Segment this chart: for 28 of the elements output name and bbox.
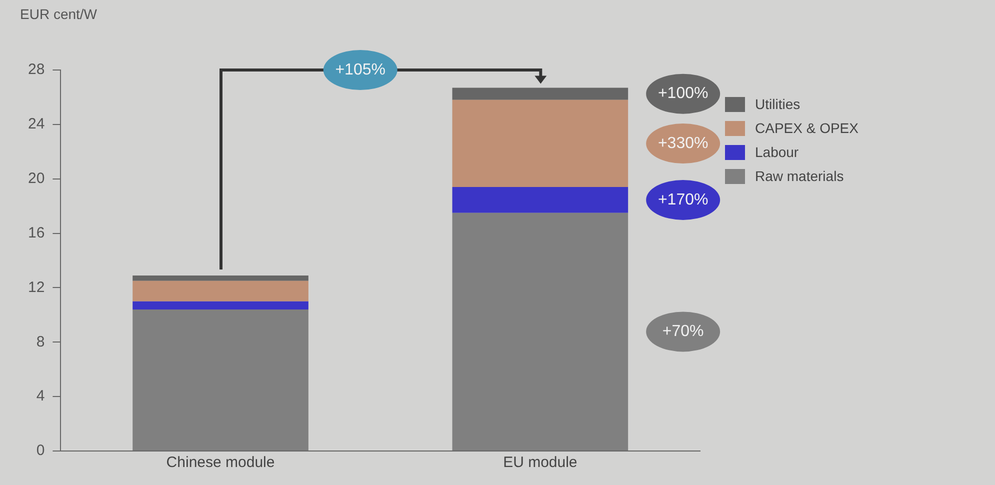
legend-label: CAPEX & OPEX	[755, 120, 858, 136]
bar	[132, 301, 308, 310]
y-tick-label: 20	[28, 170, 45, 187]
bar	[452, 100, 628, 188]
y-tick-label: 24	[28, 116, 45, 133]
y-tick-label: 12	[28, 278, 45, 296]
bar	[132, 275, 308, 281]
bar	[452, 212, 628, 450]
y-tick-label: 8	[36, 333, 45, 350]
annotation: +170%	[658, 191, 708, 208]
y-axis-title: EUR cent/W	[20, 6, 98, 22]
annotation: +70%	[662, 323, 704, 340]
bar	[452, 88, 628, 100]
x-tick-label: EU module	[503, 454, 578, 472]
annotation: +105%	[335, 61, 386, 78]
legend-label: Utilities	[755, 96, 800, 112]
y-tick-label: 28	[28, 61, 45, 78]
bar	[132, 280, 308, 302]
bar	[452, 187, 628, 213]
x-tick-label: Chinese module	[166, 454, 275, 472]
annotation: +100%	[658, 85, 708, 102]
legend-label: Raw materials	[755, 168, 844, 184]
y-tick-label: 16	[28, 224, 45, 242]
legend-label: Labour	[755, 144, 799, 160]
y-tick-label: 0	[36, 442, 45, 460]
y-tick-label: 4	[36, 388, 45, 405]
bar	[132, 309, 308, 450]
annotation: +330%	[658, 134, 708, 152]
